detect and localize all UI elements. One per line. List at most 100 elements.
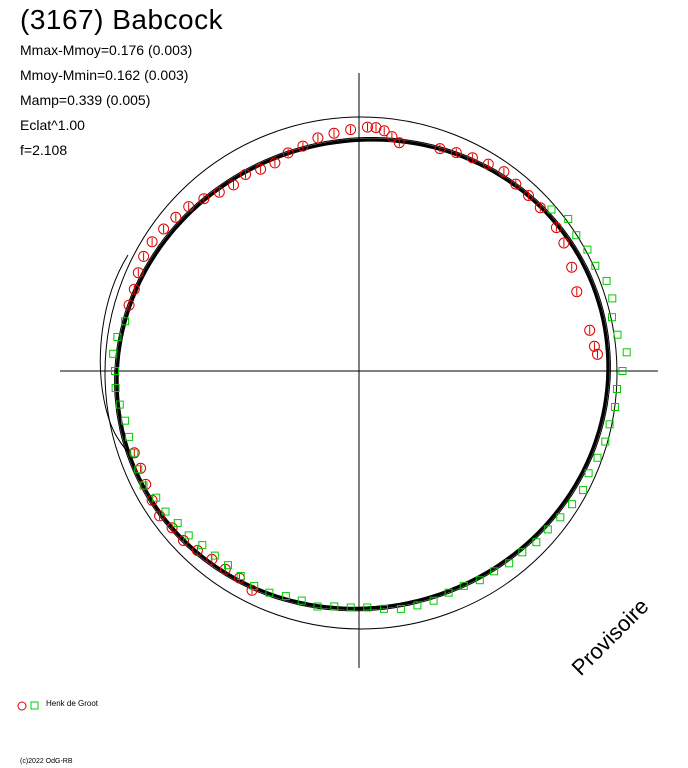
data-point-circle bbox=[213, 186, 225, 198]
stat-mamp: Mamp=0.339 (0.005) bbox=[20, 92, 151, 108]
data-point-circle bbox=[450, 147, 462, 159]
data-point-circle bbox=[566, 261, 578, 273]
data-point-square bbox=[346, 603, 355, 612]
data-point-square bbox=[622, 348, 631, 357]
data-point-circle bbox=[312, 132, 324, 144]
data-point-square bbox=[490, 567, 499, 576]
data-point-square bbox=[130, 448, 139, 457]
data-point-circle bbox=[328, 127, 340, 139]
data-point-circle bbox=[138, 250, 150, 262]
data-point-circle bbox=[434, 143, 446, 155]
stat-eclat: Eclat^1.00 bbox=[20, 117, 85, 133]
data-point-circle bbox=[498, 166, 510, 178]
data-point-square bbox=[297, 596, 306, 605]
data-point-circle bbox=[269, 157, 281, 169]
page-title: (3167) Babcock bbox=[20, 4, 224, 35]
data-point-square bbox=[313, 602, 322, 611]
data-point-circle bbox=[584, 324, 596, 336]
data-point-square bbox=[584, 469, 593, 478]
data-point-circle bbox=[297, 140, 309, 152]
data-point-circle bbox=[345, 124, 357, 136]
fit-curve bbox=[115, 138, 610, 611]
data-point-circle bbox=[393, 137, 405, 149]
data-point-square bbox=[547, 205, 556, 214]
data-point-square bbox=[139, 481, 148, 490]
data-point-square bbox=[173, 519, 182, 528]
legend-circle-marker bbox=[17, 701, 27, 711]
data-point-square bbox=[224, 561, 232, 570]
data-point-circle bbox=[128, 283, 140, 295]
data-point-circle bbox=[534, 202, 546, 214]
data-point-square bbox=[613, 385, 621, 393]
data-point-circle bbox=[170, 211, 182, 223]
stat-frequency: f=2.108 bbox=[20, 142, 68, 158]
data-point-circle bbox=[571, 286, 583, 298]
data-point-circle bbox=[183, 201, 195, 213]
data-point-circle bbox=[386, 131, 398, 143]
data-point-square bbox=[115, 400, 124, 409]
fit-curve bbox=[115, 138, 609, 610]
legend: Henk de Groot bbox=[46, 699, 98, 708]
fit-curve-lobe bbox=[99, 254, 131, 456]
data-point-square bbox=[396, 604, 405, 613]
data-point-square bbox=[152, 493, 161, 502]
data-point-circle bbox=[198, 193, 210, 205]
data-point-circle bbox=[123, 299, 135, 311]
data-point-square bbox=[608, 294, 617, 303]
data-point-square bbox=[113, 333, 122, 341]
data-point-circle bbox=[246, 584, 258, 596]
data-point-square bbox=[363, 603, 372, 612]
copyright-notice: (c)2022 OdG-RB bbox=[20, 758, 73, 765]
data-point-square bbox=[413, 601, 422, 610]
data-point-circle bbox=[588, 340, 600, 352]
data-point-circle bbox=[132, 267, 144, 279]
data-point-square bbox=[134, 465, 143, 474]
data-point-circle bbox=[228, 179, 239, 191]
data-point-circle bbox=[240, 169, 251, 180]
data-point-square bbox=[121, 317, 130, 326]
data-point-circle bbox=[146, 494, 158, 506]
data-point-circle bbox=[128, 447, 140, 459]
data-point-square bbox=[161, 507, 170, 516]
data-markers bbox=[109, 121, 631, 613]
data-point-square bbox=[459, 581, 468, 590]
stat-mmax-mmoy: Mmax-Mmoy=0.176 (0.003) bbox=[20, 42, 193, 58]
data-point-square bbox=[281, 592, 290, 601]
data-point-square bbox=[608, 313, 616, 322]
data-point-square bbox=[429, 596, 438, 605]
data-point-square bbox=[556, 513, 565, 522]
data-point-square bbox=[505, 559, 514, 568]
data-point-circle bbox=[482, 158, 494, 170]
data-point-circle bbox=[362, 121, 373, 133]
data-point-circle bbox=[370, 122, 382, 134]
data-point-square bbox=[605, 420, 614, 429]
data-point-circle bbox=[550, 222, 562, 234]
data-point-square bbox=[109, 349, 118, 358]
data-point-square bbox=[380, 604, 388, 613]
fit-curve bbox=[114, 137, 611, 612]
data-point-square bbox=[618, 367, 627, 375]
data-point-square bbox=[518, 548, 527, 557]
data-point-square bbox=[111, 384, 120, 392]
data-point-square bbox=[532, 538, 541, 547]
data-point-circle bbox=[558, 237, 570, 249]
data-point-circle bbox=[158, 223, 170, 235]
data-point-square bbox=[125, 432, 134, 441]
data-point-square bbox=[198, 541, 207, 550]
data-point-square bbox=[568, 500, 577, 509]
data-point-square bbox=[601, 437, 610, 446]
data-point-square bbox=[210, 551, 219, 560]
data-point-circle bbox=[282, 147, 294, 159]
data-point-square bbox=[593, 453, 602, 462]
data-point-square bbox=[330, 602, 339, 611]
data-point-square bbox=[444, 588, 453, 597]
data-point-square bbox=[591, 261, 600, 270]
data-point-square bbox=[184, 531, 193, 540]
data-point-square bbox=[543, 525, 552, 534]
data-point-square bbox=[583, 245, 592, 254]
data-point-square bbox=[265, 588, 274, 597]
reference-circle bbox=[104, 116, 618, 630]
data-point-square bbox=[121, 416, 130, 425]
data-point-circle bbox=[146, 236, 158, 248]
